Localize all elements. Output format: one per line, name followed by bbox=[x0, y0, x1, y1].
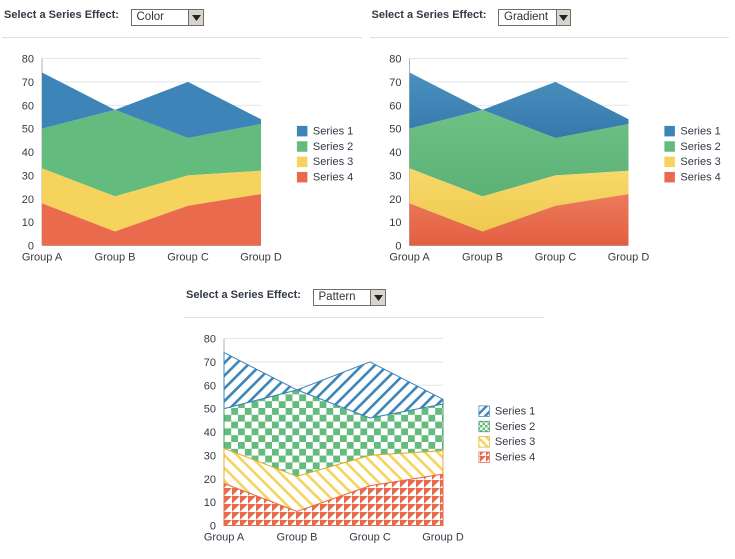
svg-text:Group A: Group A bbox=[22, 252, 63, 264]
svg-text:Group D: Group D bbox=[240, 252, 282, 264]
svg-text:Group B: Group B bbox=[277, 532, 318, 544]
svg-text:30: 30 bbox=[204, 450, 216, 462]
svg-text:50: 50 bbox=[204, 404, 216, 416]
svg-text:40: 40 bbox=[22, 147, 34, 159]
svg-text:20: 20 bbox=[204, 474, 216, 486]
svg-text:70: 70 bbox=[204, 357, 216, 369]
svg-text:10: 10 bbox=[389, 217, 401, 229]
svg-text:30: 30 bbox=[389, 170, 401, 182]
svg-text:Series 1: Series 1 bbox=[680, 126, 720, 138]
svg-text:Series 2: Series 2 bbox=[313, 141, 353, 153]
svg-text:40: 40 bbox=[389, 147, 401, 159]
svg-text:Group C: Group C bbox=[167, 252, 209, 264]
svg-text:Series 4: Series 4 bbox=[313, 172, 353, 184]
svg-text:20: 20 bbox=[22, 194, 34, 206]
svg-text:80: 80 bbox=[389, 54, 401, 66]
svg-text:10: 10 bbox=[204, 497, 216, 509]
svg-text:Group B: Group B bbox=[462, 252, 503, 264]
svg-text:Series 2: Series 2 bbox=[495, 421, 535, 433]
svg-text:10: 10 bbox=[22, 217, 34, 229]
svg-text:60: 60 bbox=[22, 100, 34, 112]
svg-text:Series 4: Series 4 bbox=[680, 172, 720, 184]
svg-text:Group C: Group C bbox=[349, 532, 391, 544]
svg-text:Group D: Group D bbox=[608, 252, 650, 264]
svg-text:Group A: Group A bbox=[389, 252, 430, 264]
svg-text:80: 80 bbox=[204, 334, 216, 346]
svg-text:Series 1: Series 1 bbox=[495, 406, 535, 418]
svg-text:Group B: Group B bbox=[95, 252, 136, 264]
svg-text:70: 70 bbox=[22, 77, 34, 89]
svg-text:50: 50 bbox=[389, 124, 401, 136]
svg-text:Group C: Group C bbox=[535, 252, 577, 264]
svg-text:60: 60 bbox=[204, 380, 216, 392]
svg-text:50: 50 bbox=[22, 124, 34, 136]
svg-text:Series 3: Series 3 bbox=[680, 156, 720, 168]
svg-text:Group A: Group A bbox=[204, 532, 245, 544]
svg-text:40: 40 bbox=[204, 427, 216, 439]
svg-text:Series 2: Series 2 bbox=[680, 141, 720, 153]
svg-text:60: 60 bbox=[389, 100, 401, 112]
svg-text:Series 1: Series 1 bbox=[313, 126, 353, 138]
svg-text:Series 3: Series 3 bbox=[495, 436, 535, 448]
svg-text:Group D: Group D bbox=[422, 532, 464, 544]
svg-text:80: 80 bbox=[22, 54, 34, 66]
svg-text:20: 20 bbox=[389, 194, 401, 206]
svg-text:Series 4: Series 4 bbox=[495, 452, 535, 464]
svg-text:Series 3: Series 3 bbox=[313, 156, 353, 168]
svg-text:30: 30 bbox=[22, 170, 34, 182]
svg-text:70: 70 bbox=[389, 77, 401, 89]
